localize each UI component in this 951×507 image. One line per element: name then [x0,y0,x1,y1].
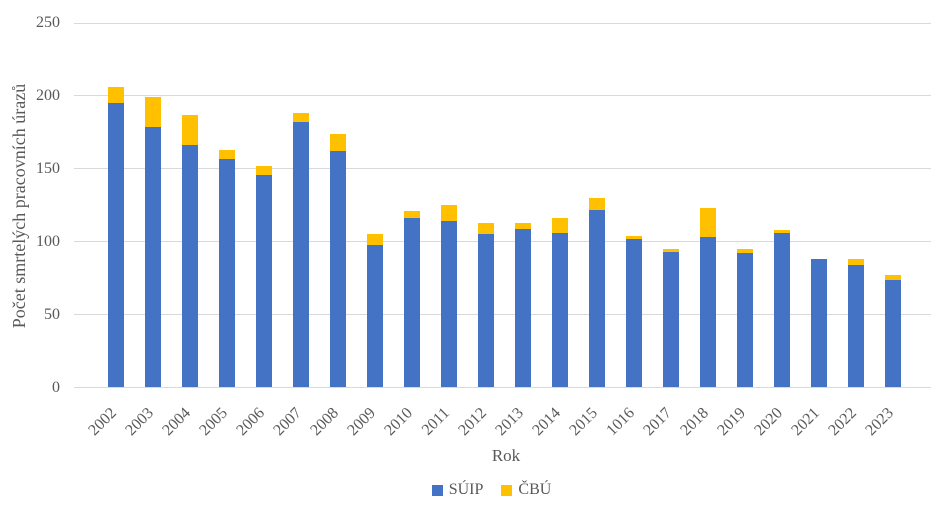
bar-segment-cbu [662,248,679,252]
x-tick-label: 2009 [343,404,379,440]
bar-segment-cbu [218,149,235,159]
bar-segment-cbu [847,259,864,266]
bar-segment-suip [884,279,901,388]
legend-swatch-icon [431,484,443,496]
bar-segment-suip [625,238,642,388]
x-tick-label: 2021 [787,404,823,440]
bar-segment-cbu [181,114,198,146]
gridline [74,314,931,316]
bar-segment-suip [218,158,235,388]
bar-segment-suip [107,103,124,388]
bar-segment-suip [255,174,272,388]
bar-segment-cbu [366,234,383,245]
bar-segment-suip [810,259,827,388]
bar-segment-suip [551,232,568,388]
bar-segment-cbu [773,230,790,233]
bar-segment-cbu [477,222,494,235]
x-tick-label: 2020 [750,404,786,440]
bar-segment-cbu [329,133,346,152]
bar-segment-cbu [551,218,568,233]
x-tick-label: 2011 [418,404,453,439]
y-tick-label: 0 [52,378,60,396]
bar-segment-cbu [440,205,457,222]
bar-segment-cbu [736,248,753,254]
y-axis-title: Počet smrtelých pracovních úrazů [9,83,29,329]
bar-segment-suip [477,234,494,388]
bar-segment-suip [736,253,753,388]
gridline [74,387,931,388]
legend-label: SÚIP [448,481,484,498]
bar-segment-suip [329,151,346,388]
bar-segment-suip [403,218,420,388]
x-tick-label: 2014 [528,404,564,440]
bar-segment-cbu [255,165,272,175]
bar-segment-cbu [588,197,605,210]
x-tick-label: 2003 [121,404,157,440]
x-tick-label: 2013 [491,404,527,440]
x-tick-label: 2006 [232,404,268,440]
bar-segment-suip [662,251,679,388]
bar-segment-suip [440,221,457,388]
bar-segment-cbu [107,87,124,104]
x-axis-title: Rok [491,446,521,465]
bar-segment-cbu [144,97,161,127]
x-tick-label: 2007 [269,404,305,440]
bar-segment-cbu [625,235,642,239]
gridline [74,95,931,97]
x-tick-label: 2018 [676,404,712,440]
y-tick-label: 200 [36,86,60,104]
legend-swatch-icon [501,484,513,496]
bar-segment-suip [514,228,531,388]
bar-segment-suip [181,145,198,388]
x-tick-label: 2008 [306,404,342,440]
x-tick-label: 2004 [158,404,194,440]
x-tick-label: 2019 [713,404,749,440]
bar-segment-suip [588,209,605,388]
bar-segment-suip [366,244,383,388]
y-tick-label: 50 [44,305,60,323]
legend-label: ČBÚ [518,481,552,498]
legend: SÚIP ČBÚ [16,480,951,500]
x-tick-label: 2002 [84,404,120,440]
y-tick-label: 150 [36,159,60,177]
x-tick-label: 2010 [380,404,416,440]
x-tick-label: 1016 [602,404,638,440]
bar-segment-suip [144,126,161,388]
y-tick-label: 250 [36,14,60,31]
bar-segment-cbu [699,208,716,238]
gridline [74,22,931,24]
bar-segment-cbu [403,211,420,219]
bar-segment-cbu [884,275,901,280]
bar-segment-suip [847,265,864,388]
x-tick-label: 2015 [565,404,601,440]
gridline [74,168,931,170]
x-tick-label: 2017 [639,404,675,440]
gridline [74,241,931,243]
bar-segment-cbu [292,113,309,123]
x-tick-label: 2023 [861,404,897,440]
x-tick-label: 2012 [454,404,490,440]
bar-segment-suip [699,237,716,388]
y-tick-label: 100 [36,232,60,250]
legend-item: SÚIP [431,481,484,499]
bar-segment-suip [773,232,790,388]
legend-item: ČBÚ [501,481,551,499]
bar-segment-suip [292,122,309,388]
x-tick-label: 2022 [824,404,860,440]
bar-segment-cbu [514,222,531,229]
x-tick-label: 2005 [195,404,231,440]
